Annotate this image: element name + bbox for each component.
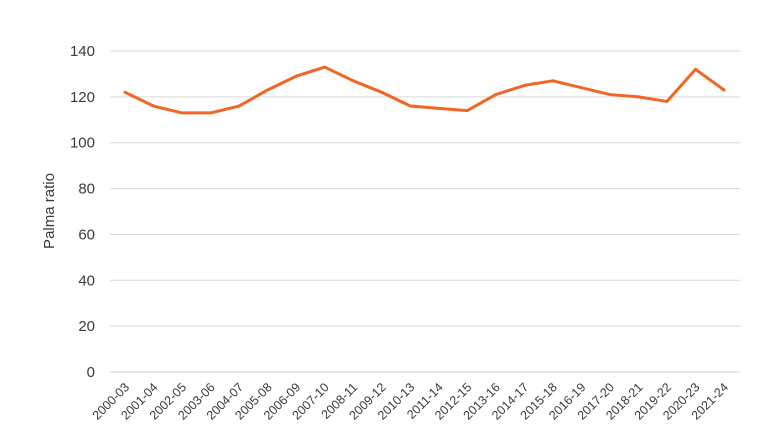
data-point [237,104,241,108]
data-point [209,111,213,115]
y-tick-label: 20 [78,318,95,335]
data-point [123,90,127,94]
x-axis-ticks: 2000-032001-042002-052003-062004-072005-… [90,380,731,422]
y-tick-label: 140 [70,43,95,60]
data-point [579,86,583,90]
gridlines [110,50,740,373]
y-tick-label: 0 [87,364,95,381]
data-point [722,88,726,92]
data-point [551,79,555,83]
series-layer [123,65,726,115]
data-point [380,90,384,94]
data-point [351,79,355,83]
data-point [693,67,697,71]
y-tick-label: 60 [78,226,95,243]
y-axis-title: Palma ratio [41,173,58,249]
y-tick-label: 80 [78,181,95,198]
data-point [494,93,498,97]
y-tick-label: 120 [70,89,95,106]
data-point [152,104,156,108]
data-point [408,104,412,108]
data-point [636,95,640,99]
y-tick-label: 100 [70,135,95,152]
data-point [437,106,441,110]
data-point [323,65,327,69]
data-point [608,93,612,97]
y-axis-ticks: 0 20 40 60 80 100 120 140 [70,43,95,381]
data-point [522,83,526,87]
series-line [123,65,726,115]
data-point [665,99,669,103]
y-tick-label: 40 [78,272,95,289]
data-point [180,111,184,115]
data-point [465,109,469,113]
data-point [266,88,270,92]
data-point [294,74,298,78]
